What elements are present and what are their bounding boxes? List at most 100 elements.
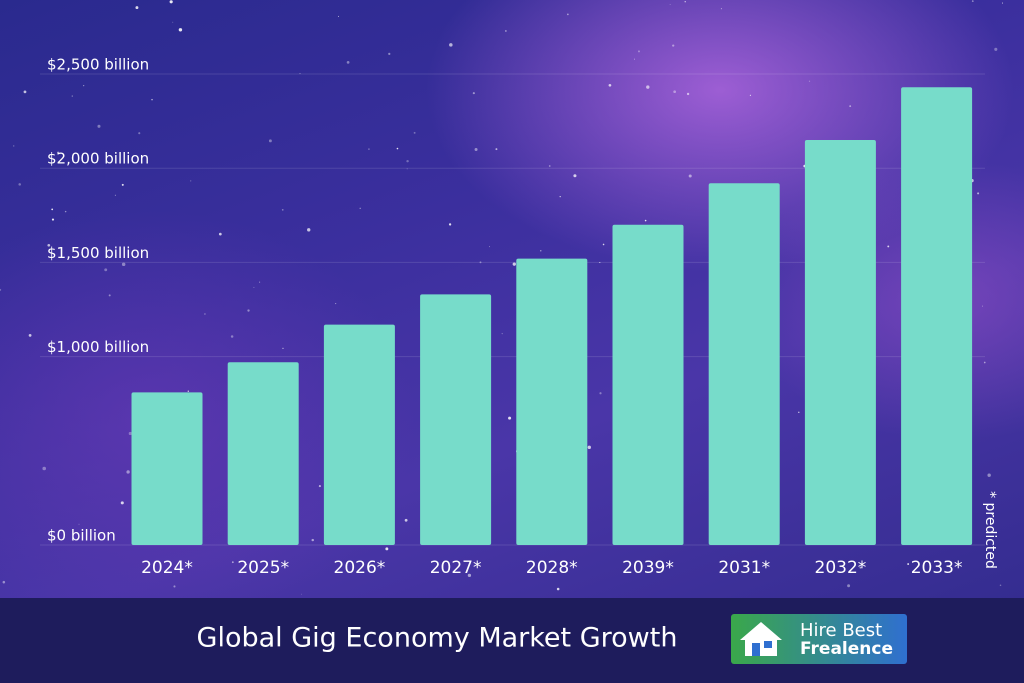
star	[406, 168, 408, 170]
star	[669, 4, 671, 6]
star	[64, 210, 67, 213]
star	[135, 6, 139, 10]
star	[987, 473, 991, 477]
star	[230, 335, 234, 338]
star	[489, 246, 490, 248]
star	[556, 587, 560, 591]
logo-line-2: Frealence	[800, 639, 893, 659]
star	[977, 192, 980, 195]
star	[406, 159, 409, 163]
star	[686, 92, 690, 96]
star	[990, 530, 993, 533]
star	[982, 305, 983, 307]
star	[994, 47, 998, 51]
x-tick-label: 2032*	[815, 558, 867, 578]
star	[573, 174, 577, 178]
star	[114, 194, 116, 196]
star	[999, 584, 1002, 587]
star	[887, 245, 890, 248]
star	[245, 563, 247, 566]
star	[505, 30, 507, 32]
star	[335, 303, 337, 305]
annotation: * predicted	[982, 491, 998, 569]
star	[187, 390, 190, 392]
star	[859, 566, 862, 569]
x-tick-label: 2031*	[718, 558, 770, 578]
star	[28, 334, 32, 337]
star	[368, 148, 370, 150]
star	[57, 151, 60, 154]
star	[479, 261, 482, 264]
star	[474, 148, 478, 152]
star	[18, 183, 21, 186]
bar	[131, 392, 203, 545]
bar	[323, 324, 395, 545]
star	[983, 361, 986, 364]
star	[172, 21, 174, 23]
star	[190, 180, 192, 182]
star	[385, 547, 389, 551]
y-tick-label: $0 billion	[47, 527, 116, 545]
x-tick-label: 2033*	[911, 558, 963, 578]
star	[602, 243, 605, 246]
star	[71, 95, 73, 97]
star	[318, 485, 321, 488]
star	[126, 470, 130, 474]
star	[169, 0, 173, 4]
star	[120, 501, 124, 505]
star	[540, 250, 542, 252]
star	[749, 94, 751, 96]
chart-title: Global Gig Economy Market Growth	[197, 623, 678, 654]
star	[104, 268, 108, 272]
star	[346, 60, 350, 64]
star	[307, 228, 311, 232]
star	[404, 518, 408, 522]
star	[540, 560, 542, 562]
star	[673, 90, 677, 94]
star	[720, 8, 723, 10]
star	[638, 50, 640, 53]
star	[798, 411, 800, 414]
star	[13, 145, 15, 147]
star	[51, 218, 55, 221]
star	[2, 580, 6, 584]
star	[281, 208, 284, 211]
star	[495, 148, 498, 151]
star	[413, 131, 416, 134]
x-tick-label: 2025*	[237, 558, 289, 578]
star	[684, 1, 686, 3]
y-tick-label: $1,000 billion	[47, 338, 149, 356]
star	[268, 139, 272, 143]
star	[448, 223, 452, 226]
star	[688, 174, 692, 178]
star	[253, 286, 255, 288]
star	[587, 445, 591, 450]
star	[138, 132, 141, 135]
star	[672, 44, 675, 47]
star	[247, 309, 250, 312]
logo-line-1: Hire Best	[800, 620, 882, 641]
x-tick-label: 2027*	[430, 558, 482, 578]
star	[47, 243, 51, 247]
star	[849, 105, 852, 108]
star	[121, 262, 126, 267]
star	[847, 584, 851, 588]
star	[311, 538, 314, 542]
star	[108, 294, 111, 297]
star	[178, 28, 183, 32]
star	[396, 147, 399, 150]
star	[151, 98, 153, 101]
star	[338, 15, 340, 17]
star	[1001, 2, 1004, 4]
bar	[804, 139, 876, 545]
bar	[516, 258, 588, 545]
star	[599, 392, 602, 395]
star	[501, 333, 503, 335]
star	[388, 52, 391, 55]
y-tick-label: $1,500 billion	[47, 244, 149, 262]
star	[508, 416, 512, 420]
star	[231, 561, 234, 564]
star	[467, 573, 472, 578]
